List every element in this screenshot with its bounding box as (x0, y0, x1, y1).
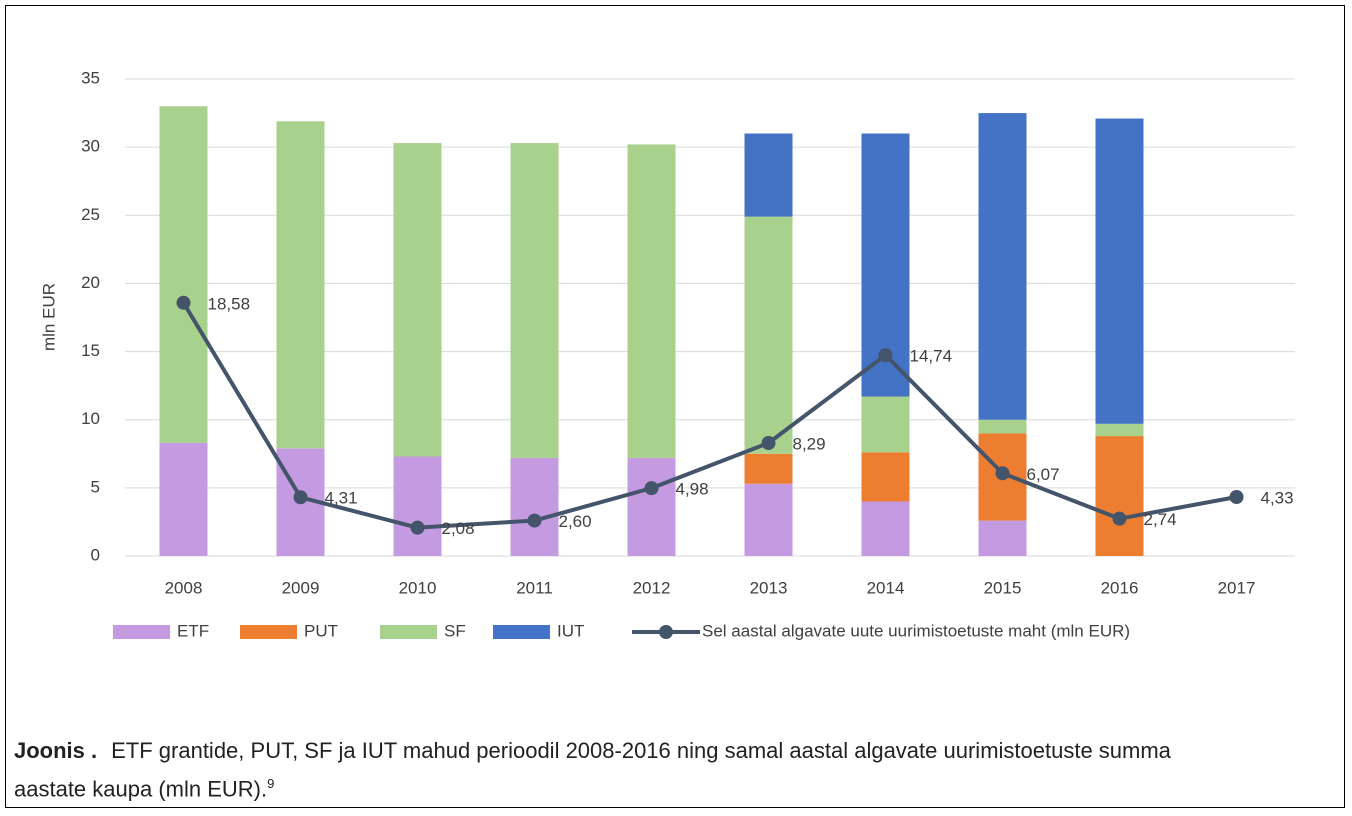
x-tick-label: 2017 (1218, 578, 1256, 597)
data-label: 2,74 (1144, 510, 1177, 529)
bar-segment (159, 106, 208, 443)
x-tick-label: 2009 (282, 578, 320, 597)
line-marker (644, 481, 659, 496)
bar-segment (861, 452, 910, 502)
bar-segment (861, 396, 910, 453)
data-label: 18,58 (208, 294, 251, 313)
data-label: 8,29 (793, 435, 826, 454)
legend-swatch (493, 625, 550, 639)
line-marker (410, 520, 425, 535)
bar-segment (1095, 436, 1144, 556)
legend-label: IUT (557, 621, 584, 640)
line-marker (1229, 489, 1244, 504)
bar-segment (1095, 118, 1144, 424)
bar-segment (744, 133, 793, 217)
y-tick-label: 20 (81, 273, 100, 292)
line-marker (995, 466, 1010, 481)
y-tick-label: 30 (81, 137, 100, 156)
y-tick-label: 15 (81, 341, 100, 360)
legend-label: Sel aastal algavate uute uurimistoetuste… (702, 621, 1130, 640)
caption-note: 9 (267, 776, 275, 791)
line-marker (176, 295, 191, 310)
bar-segment (744, 216, 793, 454)
bar-segment (393, 143, 442, 457)
y-tick-label: 0 (91, 545, 100, 564)
legend-marker (659, 625, 673, 639)
data-label: 4,33 (1261, 488, 1294, 507)
legend-swatch (240, 625, 297, 639)
bar-segment (978, 113, 1027, 420)
bar-segment (159, 442, 208, 556)
bar-segment (978, 419, 1027, 434)
y-tick-label: 25 (81, 205, 100, 224)
frame (5, 5, 1345, 808)
legend-label: PUT (304, 621, 338, 640)
chart: mln EUR 0 5 10 15 20 25 30 35 2008 2009 2010 2011 20… (39, 68, 1295, 640)
bar-segment (276, 121, 325, 449)
line (181, 301, 1237, 530)
legend-label: ETF (177, 621, 209, 640)
legend-swatch (113, 625, 170, 639)
bar-segment (627, 457, 676, 556)
data-label: 4,31 (325, 489, 358, 508)
line-marker (761, 436, 776, 451)
data-label: 14,74 (910, 347, 953, 366)
data-label: 4,98 (676, 480, 709, 499)
caption: Joonis . ETF grantide, PUT, SF ja IUT mah… (14, 734, 1244, 805)
y-tick-label: 35 (81, 68, 100, 87)
x-tick-label: 2008 (165, 578, 203, 597)
line-marker (527, 513, 542, 528)
bar-segment (510, 457, 559, 556)
bar-segment (978, 520, 1027, 556)
legend-swatch (380, 625, 437, 639)
x-tick-label: 2011 (516, 578, 553, 597)
x-tick-label: 2014 (867, 578, 905, 597)
x-tick-label: 2010 (399, 578, 437, 597)
bar-segment (744, 483, 793, 556)
line-marker (878, 348, 893, 363)
data-label: 2,60 (559, 512, 592, 531)
line-marker (293, 490, 308, 505)
bar-segment (627, 144, 676, 458)
y-tick-label: 5 (91, 477, 100, 496)
legend-label: SF (444, 621, 466, 640)
x-tick-label: 2013 (750, 578, 788, 597)
x-tick-label: 2012 (633, 578, 671, 597)
data-label: 6,07 (1027, 465, 1060, 484)
y-axis-label: mln EUR (39, 283, 58, 351)
caption-label: Joonis . (14, 738, 98, 763)
line-marker (1112, 511, 1127, 526)
bar-segment (1095, 423, 1144, 437)
bar-segment (510, 143, 559, 458)
y-tick-label: 10 (81, 409, 100, 428)
data-label: 2,08 (442, 519, 475, 538)
bar-segment (861, 501, 910, 556)
x-tick-label: 2015 (984, 578, 1022, 597)
x-tick-label: 2016 (1101, 578, 1139, 597)
caption-text: ETF grantide, PUT, SF ja IUT mahud perio… (14, 738, 1171, 802)
bar-segment (393, 456, 442, 556)
bar-segment (744, 453, 793, 484)
